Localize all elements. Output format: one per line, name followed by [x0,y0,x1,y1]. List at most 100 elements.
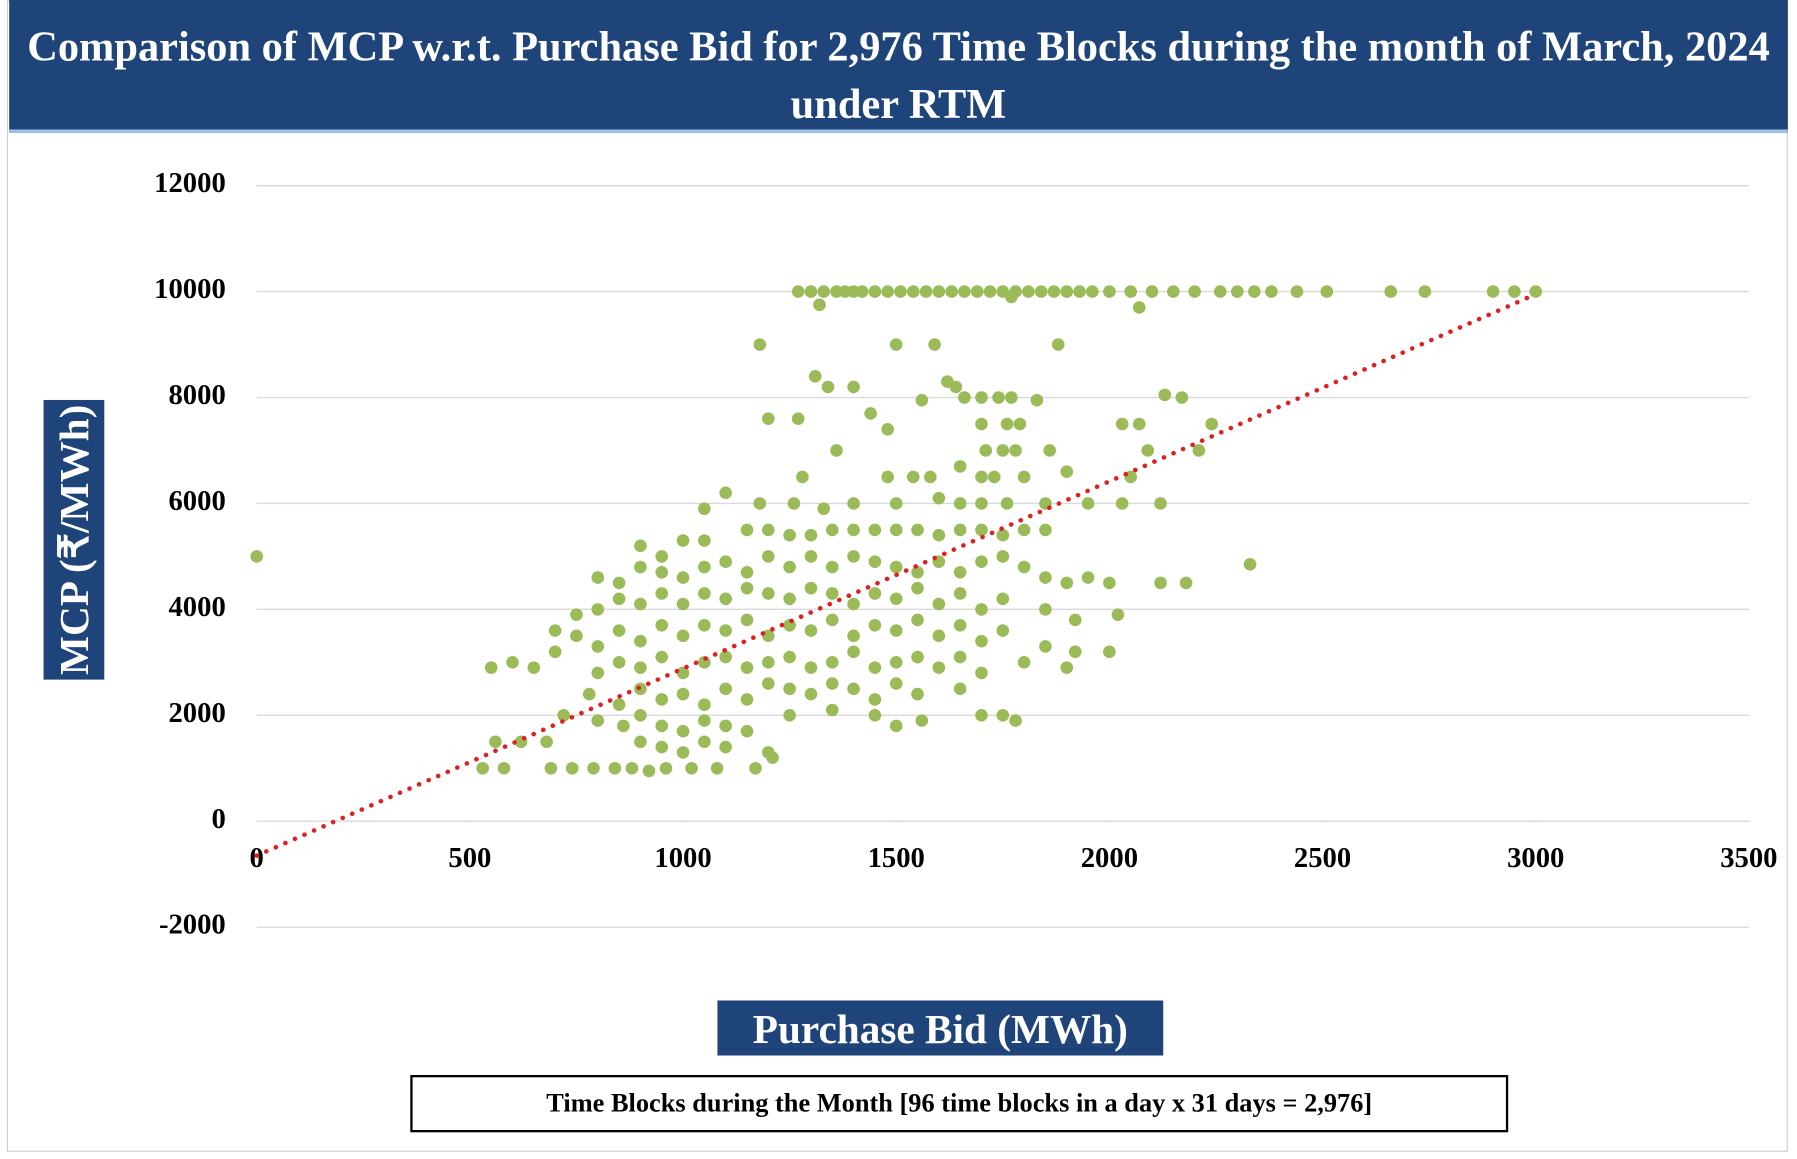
point [1103,645,1116,659]
y-tick-label: 10000 [154,273,226,305]
point [1230,285,1244,298]
point [1115,417,1129,431]
point [698,618,711,632]
point [953,587,967,600]
point [868,661,882,674]
point [1017,656,1031,669]
point [1486,285,1500,298]
chart-title: Comparison of MCP w.r.t. Purchase Bid fo… [9,0,1788,133]
point [548,624,562,637]
point [1192,444,1206,457]
point [612,592,626,606]
point [975,555,988,569]
point [796,470,809,484]
point [932,661,946,674]
point [953,523,967,537]
point [570,629,583,643]
point [655,650,669,664]
point [975,666,988,680]
point [889,592,903,606]
point [825,703,839,717]
point [634,735,647,749]
point [1017,523,1031,537]
point [847,597,860,611]
point [996,444,1010,457]
point [587,761,600,775]
point [548,645,562,659]
point [642,764,656,778]
point [489,735,502,749]
point [497,761,511,775]
point [889,523,903,537]
point [1000,497,1014,510]
point [676,534,690,547]
point [987,470,1001,484]
point [719,555,732,569]
point [655,587,669,600]
point [847,629,860,643]
point [591,603,605,616]
point [1265,285,1278,298]
point [1017,560,1031,574]
point [617,719,630,733]
y-tick-label: 0 [211,803,225,835]
point [1013,417,1027,431]
point [655,618,669,632]
point [749,761,762,775]
point [766,751,779,764]
point [881,285,894,298]
point [762,587,775,600]
point [698,587,711,600]
point [634,708,647,722]
point [1060,661,1074,674]
point [1167,285,1180,298]
point [783,528,796,542]
point [911,650,924,664]
point [634,539,647,553]
point [762,412,775,426]
point [634,560,647,574]
point [1154,576,1167,590]
point [975,391,988,404]
point [655,550,669,563]
y-axis-label: MCP (₹/MWh) [50,404,97,675]
point [676,724,690,738]
point [612,698,626,712]
point [1248,285,1261,298]
point [612,576,626,590]
point [1158,388,1172,402]
point [975,523,988,537]
point [1022,285,1035,298]
point [825,613,839,627]
point [1043,444,1056,457]
point [685,761,698,775]
point [975,603,988,616]
point [1141,444,1155,457]
point [847,645,860,659]
point [1188,285,1201,298]
point [804,687,818,701]
point [762,523,775,537]
point [1290,285,1304,298]
point [1060,285,1074,298]
point [698,502,711,516]
point [889,560,903,574]
point [1047,285,1061,298]
point [996,592,1010,606]
point [791,412,805,426]
point [1132,417,1146,431]
point [945,285,958,298]
point [625,761,639,775]
point [740,565,754,579]
point [676,597,690,611]
point [634,597,647,611]
point [1205,417,1218,431]
point [762,656,775,669]
y-tick-label: 6000 [168,485,225,517]
point [804,528,818,542]
point [970,285,984,298]
point [911,687,924,701]
point [868,708,882,722]
point [740,693,754,706]
